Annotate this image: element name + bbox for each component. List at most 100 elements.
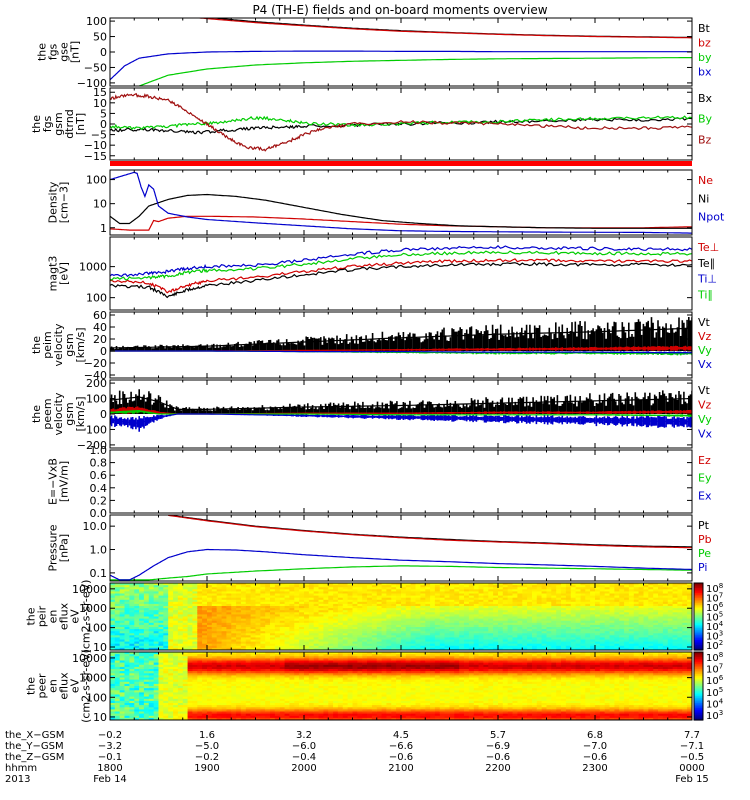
colorbar-cell [694, 629, 703, 633]
heatmap-cell [653, 627, 659, 630]
heatmap-cell [362, 616, 368, 620]
heatmap-cell [430, 643, 436, 647]
heatmap-cell [449, 639, 455, 643]
heatmap-cell [396, 612, 402, 615]
heatmap-cell [173, 679, 179, 683]
heatmap-cell [110, 660, 116, 664]
heatmap-cell [624, 618, 630, 622]
heatmap-cell [143, 686, 150, 689]
heatmap-cell [541, 601, 547, 605]
heatmap-cell [255, 587, 261, 590]
heatmap-cell [580, 618, 586, 622]
heatmap-cell [236, 635, 242, 638]
heatmap-cell [129, 660, 135, 664]
heatmap-cell [415, 637, 421, 641]
heatmap-cell [425, 645, 431, 649]
heatmap-cell [410, 589, 417, 592]
legend-bz: bz [698, 37, 711, 50]
heatmap-cell [143, 603, 150, 607]
heatmap-cell [488, 606, 494, 609]
heatmap-cell [153, 627, 160, 630]
heatmap-cell [187, 601, 193, 605]
heatmap-cell [148, 681, 155, 685]
heatmap-cell [367, 595, 373, 599]
heatmap-cell [658, 635, 664, 638]
heatmap-cell [658, 616, 664, 620]
heatmap-cell [124, 593, 130, 597]
heatmap-cell [153, 614, 160, 618]
heatmap-cell [119, 662, 126, 666]
heatmap-cell [498, 595, 504, 599]
heatmap-cell [240, 603, 247, 607]
heatmap-cell [260, 606, 266, 609]
heatmap-cell [114, 599, 121, 603]
heatmap-cell [541, 614, 547, 618]
heatmap-cell [371, 631, 378, 634]
heatmap-cell [197, 608, 203, 611]
heatmap-cell [439, 597, 446, 601]
heatmap-cell [173, 622, 179, 626]
heatmap-cell [609, 647, 615, 650]
heatmap-cell [367, 610, 373, 613]
heatmap-cell [313, 591, 320, 595]
heatmap-cell [143, 627, 150, 630]
heatmap-cell [148, 603, 155, 607]
heatmap-cell [672, 627, 678, 630]
heatmap-cell [483, 585, 489, 588]
heatmap-cell [565, 616, 572, 620]
heatmap-cell [163, 639, 169, 643]
heatmap-cell [182, 647, 189, 650]
heatmap-cell [595, 595, 601, 599]
heatmap-cell [207, 641, 213, 645]
heatmap-cell [473, 587, 480, 590]
heatmap-cell [245, 620, 252, 624]
heatmap-cell [430, 591, 436, 595]
heatmap-cell [493, 647, 499, 650]
heatmap-cell [173, 587, 179, 590]
heatmap-cell [148, 717, 155, 720]
heatmap-cell [556, 624, 562, 628]
heatmap-cell [609, 643, 615, 647]
heatmap-cell [410, 622, 417, 626]
heatmap-cell [255, 599, 261, 603]
heatmap-cell [143, 664, 150, 668]
heatmap-cell [633, 635, 640, 638]
heatmap-cell [682, 597, 688, 601]
heatmap-cell [294, 616, 300, 620]
heatmap-cell [405, 643, 412, 647]
heatmap-cell [158, 658, 164, 662]
heatmap-cell [270, 595, 276, 599]
heatmap-cell [182, 614, 189, 618]
heatmap-cell [182, 597, 189, 601]
heatmap-cell [459, 637, 465, 641]
heatmap-cell [197, 583, 203, 586]
heatmap-cell [226, 589, 232, 592]
heatmap-cell [512, 629, 518, 632]
heatmap-cell [168, 595, 174, 599]
heatmap-cell [662, 620, 669, 624]
heatmap-cell [304, 631, 310, 634]
heatmap-cell [226, 599, 232, 603]
heatmap-cell [536, 591, 543, 595]
heatmap-cell [546, 624, 552, 628]
heatmap-cell [134, 612, 140, 615]
heatmap-cell [211, 595, 218, 599]
heatmap-cell [143, 618, 150, 622]
heatmap-cell [590, 637, 596, 641]
heatmap-cell [430, 601, 436, 605]
heatmap-cell [512, 643, 518, 647]
heatmap-cell [173, 664, 179, 668]
heatmap-cell [468, 589, 475, 592]
heatmap-cell [556, 622, 562, 626]
heatmap-cell [507, 643, 514, 647]
heatmap-cell [468, 618, 475, 622]
heatmap-cell [507, 597, 514, 601]
heatmap-cell [134, 652, 140, 655]
heatmap-cell [493, 641, 499, 645]
heatmap-cell [163, 589, 169, 592]
heatmap-cell [405, 641, 412, 645]
heatmap-cell [410, 643, 417, 647]
heatmap-cell [168, 656, 174, 659]
heatmap-cell [119, 597, 126, 601]
